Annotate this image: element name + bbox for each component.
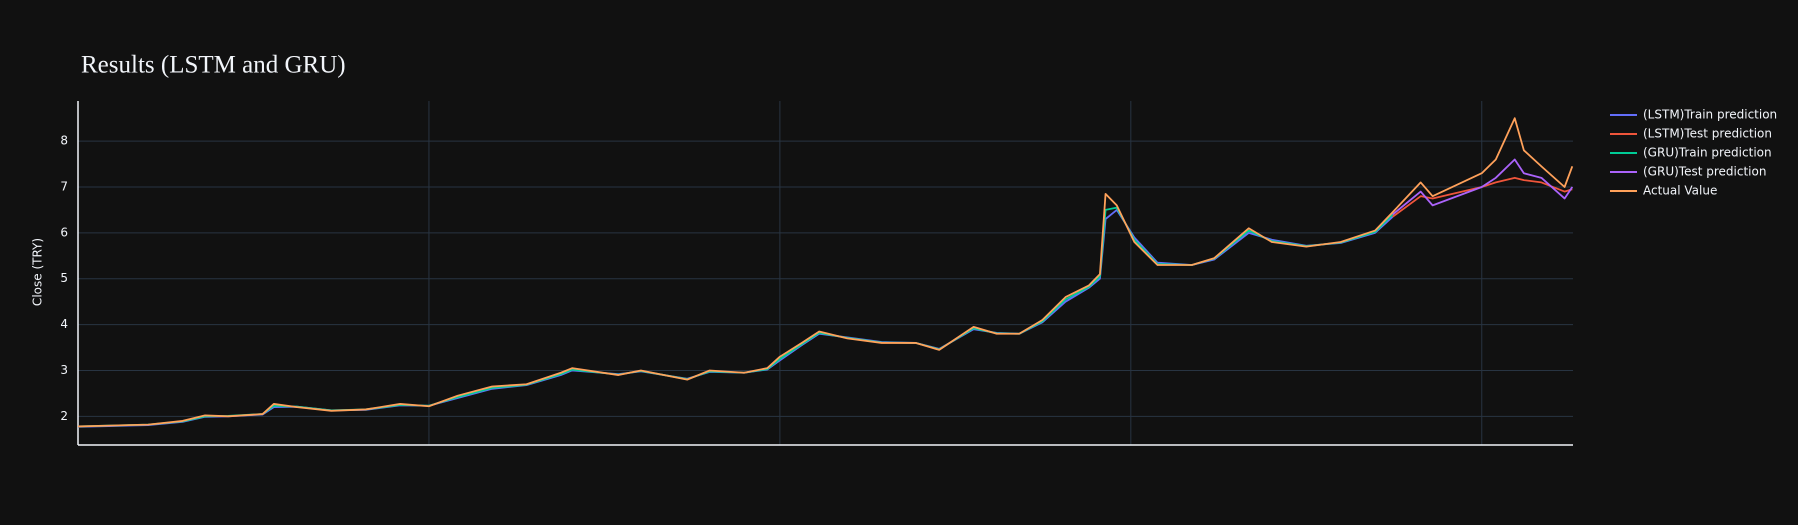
chart-title: Results (LSTM and GRU) <box>81 52 346 79</box>
y-axis-label: Close (TRY) <box>31 238 45 306</box>
legend-label: (LSTM)Test prediction <box>1643 127 1772 141</box>
y-tick-label: 4 <box>60 317 68 331</box>
y-tick-label: 5 <box>60 271 68 285</box>
legend-label: Actual Value <box>1643 184 1717 198</box>
series-line <box>77 117 1574 428</box>
legend-label: (GRU)Test prediction <box>1643 165 1766 179</box>
y-tick-label: 6 <box>60 225 68 239</box>
y-tick-label: 8 <box>60 134 68 148</box>
legend-label: (GRU)Train prediction <box>1643 146 1772 160</box>
series-line <box>1392 158 1574 216</box>
y-tick-label: 2 <box>60 409 68 423</box>
y-tick-label: 3 <box>60 363 68 377</box>
legend-label: (LSTM)Train prediction <box>1643 108 1777 122</box>
y-tick-label: 7 <box>60 180 68 194</box>
